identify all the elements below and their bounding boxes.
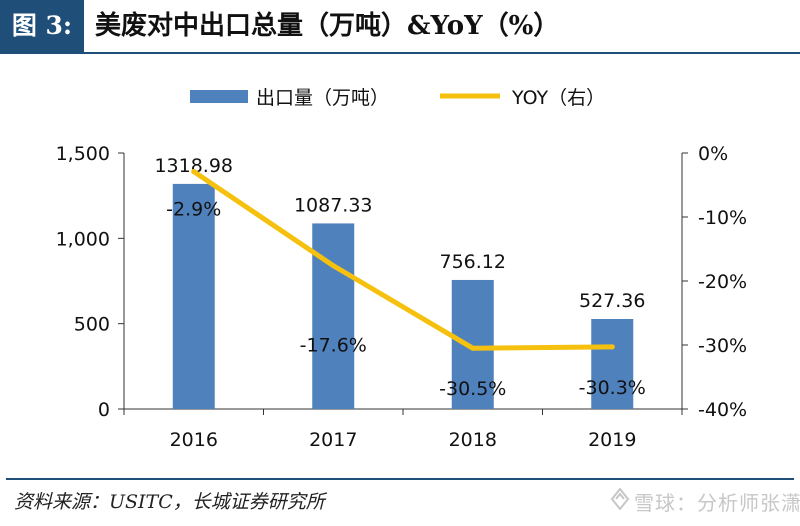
- legend-bar-swatch: [190, 90, 248, 103]
- watermark: 雪球：分析师张潇: [610, 484, 800, 518]
- x-tick-label: 2018: [449, 429, 497, 451]
- y-left-tick-label: 500: [74, 314, 110, 336]
- legend-bar-label: 出口量（万吨）: [256, 87, 389, 109]
- x-tick-label: 2017: [309, 429, 357, 451]
- yoy-point: [330, 263, 336, 269]
- yoy-data-label: -2.9%: [166, 199, 221, 221]
- y-left-tick-label: 0: [98, 399, 110, 421]
- snowball-logo-icon: [610, 488, 630, 510]
- y-right-tick-label: -40%: [698, 399, 747, 421]
- figure-title: 美废对中出口总量（万吨）&YoY（%）: [95, 11, 560, 41]
- y-right-tick-label: -30%: [698, 335, 747, 357]
- bar-data-label: 756.12: [440, 251, 506, 273]
- legend-line-label: YOY（右）: [511, 87, 605, 109]
- bar-data-label: 1087.33: [294, 194, 373, 216]
- bar: [312, 223, 355, 409]
- bar-data-label: 527.36: [579, 290, 645, 312]
- chart: 出口量（万吨） YOY（右） 0 500 1,000 1,500 0% -10% -20% -30…: [56, 87, 748, 451]
- yoy-data-label: -17.6%: [300, 335, 367, 357]
- bar: [451, 279, 494, 409]
- yoy-line: [191, 169, 615, 351]
- figure-header: 图 3: 美废对中出口总量（万吨）&YoY（%）: [0, 0, 800, 52]
- bar-data-label: 1318.98: [154, 155, 233, 177]
- yoy-data-label: -30.3%: [579, 377, 646, 399]
- bar: [172, 183, 215, 409]
- yoy-point: [609, 344, 615, 350]
- y-right-tick-label: 0%: [698, 143, 728, 165]
- y-left-tick-label: 1,000: [56, 228, 110, 250]
- y-left-tick-label: 1,500: [56, 143, 110, 165]
- figure-label: 图 3:: [0, 0, 84, 52]
- yoy-point: [470, 345, 476, 351]
- x-tick-label: 2019: [588, 429, 636, 451]
- watermark-text: 雪球：分析师张潇: [634, 491, 800, 515]
- yoy-point: [191, 169, 197, 175]
- footer-rule: [6, 478, 794, 480]
- source-note: 资料来源：USITC，长城证券研究所: [14, 491, 325, 513]
- header-rule: [0, 52, 800, 54]
- x-tick-label: 2016: [170, 429, 218, 451]
- yoy-data-label: -30.5%: [439, 378, 506, 400]
- bar: [591, 318, 634, 409]
- y-right-tick-label: -10%: [698, 207, 747, 229]
- y-right-tick-label: -20%: [698, 271, 747, 293]
